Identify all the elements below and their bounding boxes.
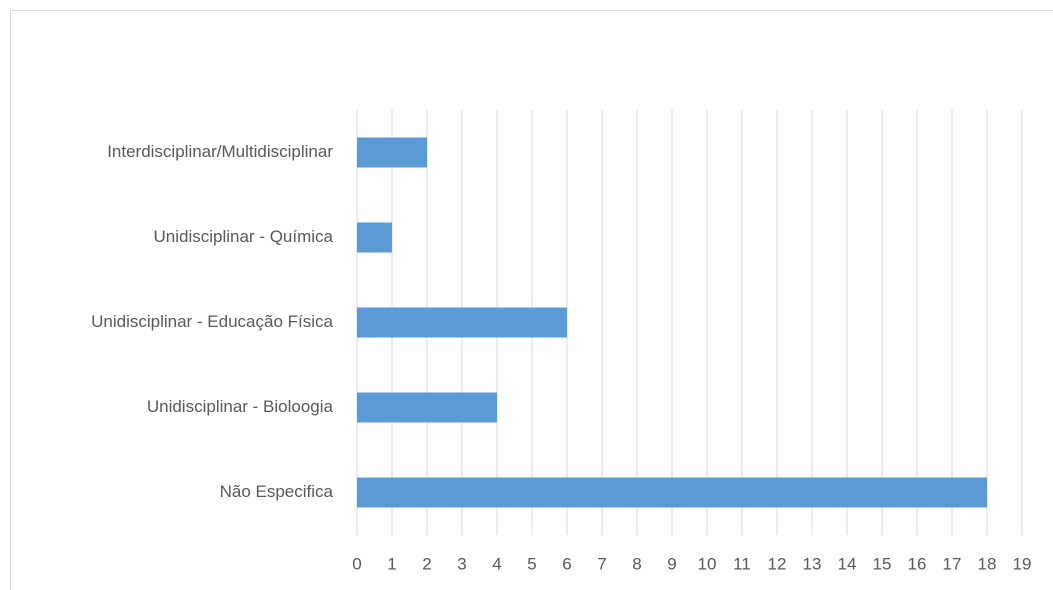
bar [357, 222, 392, 253]
x-tick-label: 1 [387, 554, 396, 573]
x-tick-label: 11 [733, 554, 751, 573]
chart-border [10, 10, 1053, 590]
y-tick-label: Interdisciplinar/Multidisciplinar [107, 142, 333, 161]
bar [357, 307, 567, 338]
y-tick-label: Unidisciplinar - Educação Física [91, 312, 333, 331]
x-tick-label: 8 [632, 554, 641, 573]
x-tick-label: 19 [1013, 554, 1032, 573]
y-tick-label: Não Especifica [220, 482, 334, 501]
x-tick-label: 13 [803, 554, 822, 573]
x-tick-label: 3 [457, 554, 466, 573]
x-tick-label: 9 [667, 554, 676, 573]
x-tick-label: 0 [352, 554, 361, 573]
x-tick-label: 18 [978, 554, 997, 573]
x-tick-label: 5 [527, 554, 536, 573]
x-tick-label: 10 [698, 554, 717, 573]
x-tick-label: 14 [838, 554, 857, 573]
x-tick-label: 6 [562, 554, 571, 573]
x-tick-label: 7 [597, 554, 606, 573]
bar [357, 477, 987, 508]
y-tick-label: Unidisciplinar - Bioloogia [147, 397, 334, 416]
x-tick-label: 4 [492, 554, 501, 573]
x-tick-label: 17 [943, 554, 962, 573]
y-tick-label: Unidisciplinar - Química [154, 227, 334, 246]
x-tick-label: 16 [908, 554, 927, 573]
x-tick-label: 12 [768, 554, 787, 573]
x-tick-label: 15 [873, 554, 892, 573]
bar [357, 392, 497, 423]
bar [357, 137, 427, 168]
x-tick-label: 2 [422, 554, 431, 573]
